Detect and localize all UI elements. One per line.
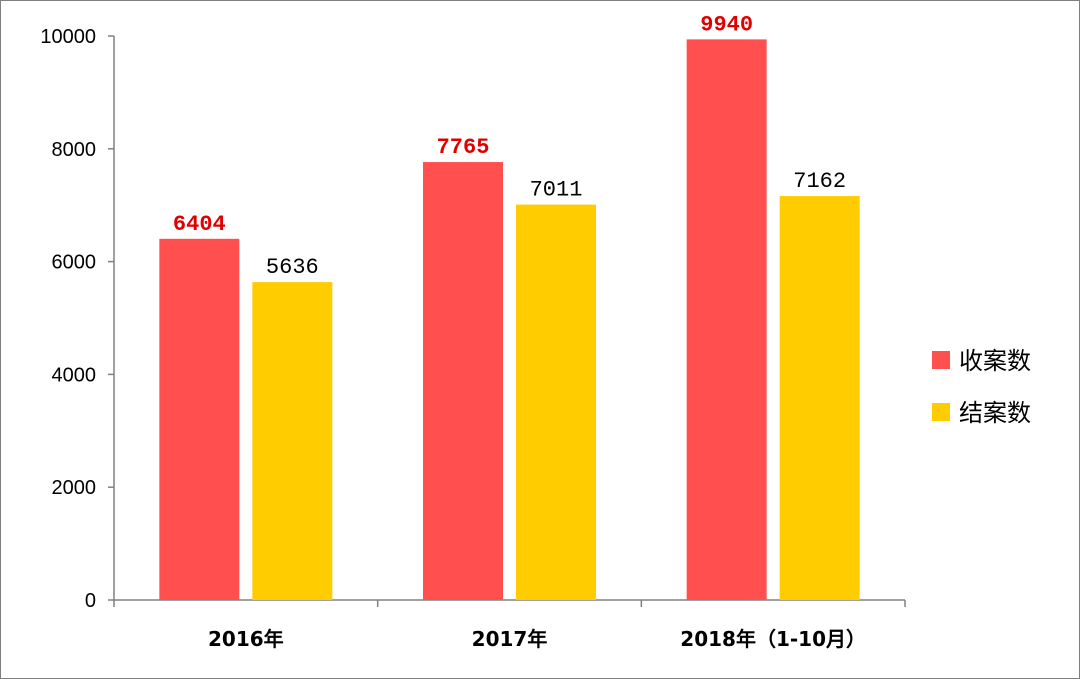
legend-label: 收案数 — [959, 347, 1031, 375]
y-tick-label: 8000 — [52, 139, 97, 161]
bar — [159, 238, 240, 601]
axes: 0 2000 4000 6000 8000 10000 2016年 2017年 2018年（1-… — [40, 26, 906, 651]
bar — [516, 204, 596, 601]
x-tick-label: 2017年 — [472, 627, 548, 651]
bars — [159, 39, 860, 601]
y-tick-label: 0 — [85, 590, 96, 612]
x-tick-label: 2018年（1-10月） — [680, 627, 866, 651]
data-label: 7162 — [793, 169, 846, 194]
y-tick-label: 4000 — [52, 364, 97, 386]
bar — [686, 39, 767, 601]
bar — [779, 196, 860, 600]
bar — [423, 162, 503, 600]
value-labels: 6404 5636 7765 7011 9940 7162 — [173, 12, 846, 280]
y-tick-label: 2000 — [52, 477, 97, 499]
data-label: 7011 — [530, 178, 583, 203]
data-label: 5636 — [266, 255, 319, 280]
legend-label: 结案数 — [959, 399, 1031, 427]
legend-swatch — [932, 351, 950, 369]
data-label: 9940 — [700, 12, 753, 37]
legend-swatch — [932, 403, 950, 421]
x-tick-label: 2016年 — [208, 627, 284, 651]
data-label: 6404 — [173, 212, 226, 237]
y-tick-label: 6000 — [52, 252, 97, 274]
data-label: 7765 — [437, 135, 490, 160]
bar — [252, 282, 333, 600]
y-tick-label: 10000 — [40, 26, 96, 48]
